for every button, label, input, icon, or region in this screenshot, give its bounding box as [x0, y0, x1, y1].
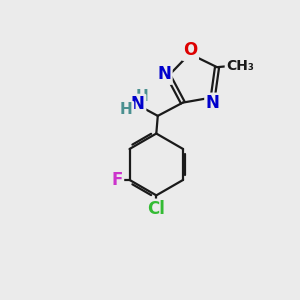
Text: H: H — [120, 103, 133, 118]
Text: N: N — [157, 65, 171, 83]
Text: N: N — [131, 95, 145, 113]
Text: H: H — [136, 88, 148, 104]
Text: CH₃: CH₃ — [226, 59, 254, 73]
Text: F: F — [111, 171, 123, 189]
Text: O: O — [183, 41, 197, 59]
Text: N: N — [206, 94, 220, 112]
Text: Cl: Cl — [147, 200, 165, 218]
